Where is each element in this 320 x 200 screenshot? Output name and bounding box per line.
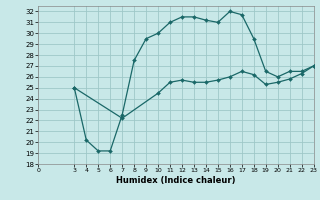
X-axis label: Humidex (Indice chaleur): Humidex (Indice chaleur) bbox=[116, 176, 236, 185]
